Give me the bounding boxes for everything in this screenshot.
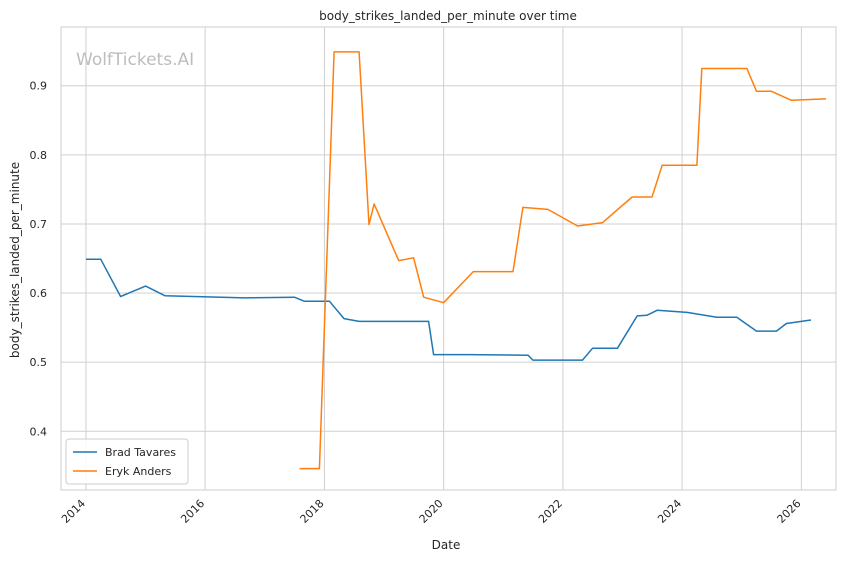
y-axis-title: body_strikes_landed_per_minute bbox=[8, 162, 22, 358]
y-tick-label: 0.5 bbox=[30, 356, 48, 369]
y-tick-label: 0.9 bbox=[30, 80, 48, 93]
legend-box bbox=[65, 438, 189, 485]
y-tick-label: 0.7 bbox=[30, 218, 48, 231]
x-axis-title: Date bbox=[432, 538, 461, 552]
y-tick-label: 0.8 bbox=[30, 149, 48, 162]
legend-label-eryk-anders: Eryk Anders bbox=[105, 465, 172, 478]
series-line-eryk-anders bbox=[299, 51, 827, 470]
plot-frame bbox=[60, 26, 837, 491]
grid-lines bbox=[61, 27, 836, 490]
series-line-brad-tavares bbox=[86, 258, 812, 361]
legend-label-brad-tavares: Brad Tavares bbox=[105, 446, 176, 459]
watermark: WolfTickets.AI bbox=[76, 50, 194, 70]
y-tick-label: 0.6 bbox=[30, 287, 48, 300]
series-lines bbox=[86, 51, 827, 470]
y-tick-labels: 0.4 0.5 0.6 0.7 0.8 0.9 bbox=[30, 80, 48, 439]
chart-title: body_strikes_landed_per_minute over time bbox=[319, 9, 577, 23]
legend: Brad Tavares Eryk Anders bbox=[65, 438, 189, 485]
y-tick-label: 0.4 bbox=[30, 425, 48, 438]
